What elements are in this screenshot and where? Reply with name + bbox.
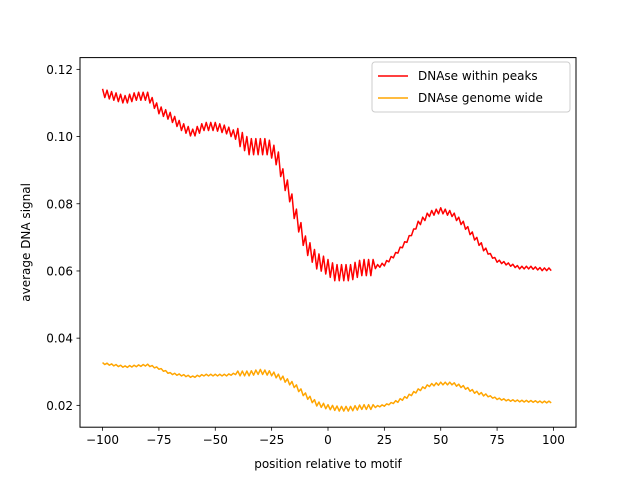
legend-label-dnase-genome-wide: DNAse genome wide xyxy=(418,91,543,105)
x-tick-label: −25 xyxy=(259,433,284,447)
x-tick-label: 75 xyxy=(489,433,504,447)
x-tick-label: −50 xyxy=(203,433,228,447)
y-tick-label: 0.10 xyxy=(46,130,73,144)
x-tick-label: 50 xyxy=(433,433,448,447)
legend: DNAse within peaks DNAse genome wide xyxy=(372,62,570,112)
y-tick-label: 0.04 xyxy=(46,332,73,346)
x-tick-label: −75 xyxy=(146,433,171,447)
y-tick-label: 0.06 xyxy=(46,264,73,278)
y-tick-label: 0.08 xyxy=(46,197,73,211)
x-tick-label: 25 xyxy=(377,433,392,447)
y-axis-label: average DNA signal xyxy=(19,183,33,302)
y-tick-label: 0.02 xyxy=(46,399,73,413)
x-tick-label: 0 xyxy=(324,433,332,447)
x-axis-label: position relative to motif xyxy=(254,457,402,471)
x-tick-label: 100 xyxy=(542,433,565,447)
x-tick-label: −100 xyxy=(86,433,119,447)
line-chart: −100 −75 −50 −25 0 25 50 75 100 0.02 0.04 0.06 0.08… xyxy=(0,0,640,480)
legend-label-dnase-within-peaks: DNAse within peaks xyxy=(418,69,538,83)
y-tick-label: 0.12 xyxy=(46,63,73,77)
